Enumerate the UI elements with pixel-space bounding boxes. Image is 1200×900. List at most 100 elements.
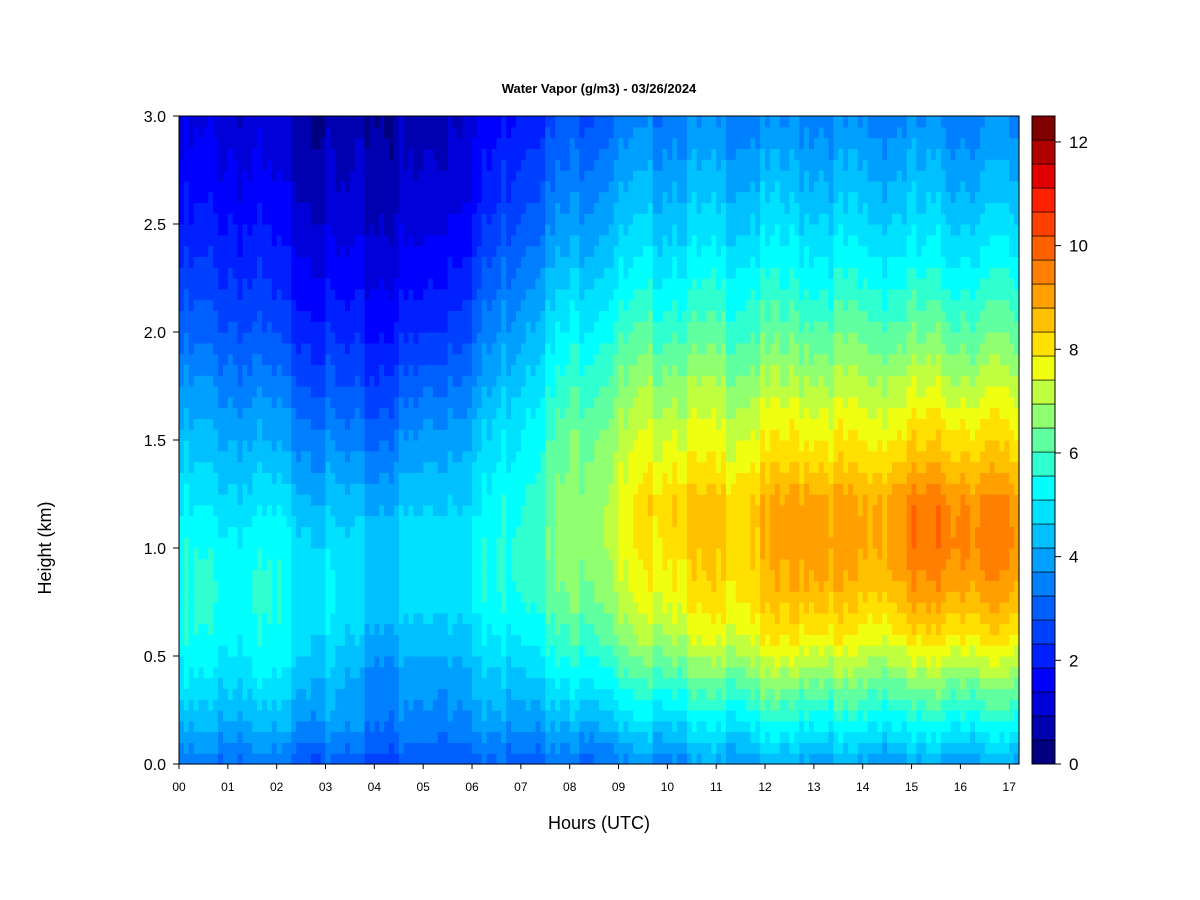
heatmap-cell [335, 159, 341, 171]
heatmap-cell [262, 299, 268, 311]
heatmap-cell [203, 450, 209, 463]
heatmap-cell [198, 548, 205, 560]
heatmap-cell [193, 580, 200, 592]
heatmap-cell [486, 159, 493, 171]
heatmap-cell [418, 213, 424, 225]
heatmap-cell [296, 558, 302, 571]
heatmap-cell [515, 526, 522, 538]
heatmap-cell [428, 342, 434, 355]
heatmap-cell [369, 191, 375, 203]
heatmap-cell [472, 591, 478, 603]
heatmap-cell [452, 375, 458, 387]
heatmap-cell [472, 170, 478, 182]
heatmap-cell [193, 612, 200, 625]
heatmap-cell [540, 278, 546, 290]
heatmap-cell [393, 278, 400, 290]
heatmap-cell [242, 558, 248, 571]
heatmap-cell [227, 375, 234, 387]
heatmap-cell [286, 332, 292, 344]
heatmap-cell [491, 342, 498, 355]
heatmap-cell [262, 558, 268, 571]
heatmap-cell [462, 461, 468, 473]
heatmap-cell [266, 418, 273, 430]
heatmap-cell [555, 353, 561, 365]
heatmap-cell [345, 656, 351, 668]
heatmap-cell [398, 278, 405, 290]
heatmap-cell [276, 612, 283, 625]
heatmap-cell [252, 461, 258, 473]
heatmap-cell [237, 364, 244, 376]
heatmap-cell [188, 580, 195, 592]
heatmap-cell [208, 623, 214, 635]
heatmap-cell [481, 602, 488, 614]
heatmap-cell [330, 548, 336, 560]
heatmap-cell [423, 602, 429, 614]
heatmap-cell [515, 472, 522, 484]
heatmap-cell [418, 332, 424, 344]
heatmap-cell [183, 645, 190, 657]
heatmap-cell [271, 159, 278, 171]
heatmap-cell [520, 666, 527, 679]
heatmap-cell [403, 666, 410, 679]
heatmap-cell [520, 645, 527, 657]
heatmap-cell [237, 526, 244, 538]
heatmap-cell [530, 429, 537, 441]
heatmap-cell [413, 375, 419, 387]
heatmap-cell [208, 688, 214, 700]
heatmap-cell [389, 450, 395, 463]
heatmap-cell [286, 753, 292, 765]
heatmap-cell [457, 288, 463, 301]
heatmap-cell [369, 332, 375, 344]
heatmap-cell [271, 677, 278, 689]
heatmap-cell [496, 602, 502, 614]
heatmap-cell [335, 191, 341, 203]
heatmap-cell [584, 612, 590, 625]
heatmap-cell [428, 753, 434, 765]
heatmap-cell [301, 591, 307, 603]
heatmap-cell [281, 742, 288, 754]
heatmap-cell [564, 180, 571, 193]
heatmap-cell [408, 537, 415, 549]
heatmap-cell [183, 440, 190, 452]
heatmap-cell [511, 191, 517, 203]
heatmap-cell [496, 440, 502, 452]
heatmap-cell [506, 202, 512, 214]
heatmap-cell [535, 677, 541, 689]
heatmap-cell [349, 461, 356, 473]
heatmap-cell [232, 645, 239, 657]
heatmap-cell [442, 396, 449, 409]
heatmap-cell [262, 742, 268, 754]
heatmap-cell [315, 645, 322, 657]
heatmap-cell [281, 472, 288, 484]
heatmap-cell [262, 224, 268, 236]
heatmap-cell [442, 234, 449, 247]
heatmap-cell [374, 170, 380, 182]
heatmap-cell [242, 666, 248, 679]
heatmap-cell [569, 224, 576, 236]
heatmap-cell [540, 753, 546, 765]
heatmap-cell [413, 353, 419, 365]
heatmap-cell [515, 494, 522, 506]
heatmap-cell [374, 720, 380, 733]
heatmap-cell [276, 353, 283, 365]
heatmap-cell [535, 267, 541, 279]
heatmap-cell [418, 353, 424, 365]
heatmap-cell [511, 364, 517, 376]
heatmap-cell [252, 321, 258, 333]
heatmap-cell [545, 126, 551, 139]
heatmap-cell [340, 602, 346, 614]
heatmap-cell [193, 288, 200, 301]
heatmap-cell [525, 137, 532, 149]
heatmap-cell [271, 148, 278, 160]
heatmap-cell [232, 623, 239, 635]
heatmap-cell [428, 666, 434, 679]
heatmap-cell [491, 699, 498, 711]
heatmap-cell [198, 213, 205, 225]
heatmap-cell [545, 137, 551, 149]
heatmap-cell [262, 321, 268, 333]
heatmap-cell [491, 321, 498, 333]
heatmap-cell [481, 321, 488, 333]
heatmap-cell [349, 612, 356, 625]
heatmap-cell [305, 602, 312, 614]
heatmap-cell [183, 753, 190, 765]
